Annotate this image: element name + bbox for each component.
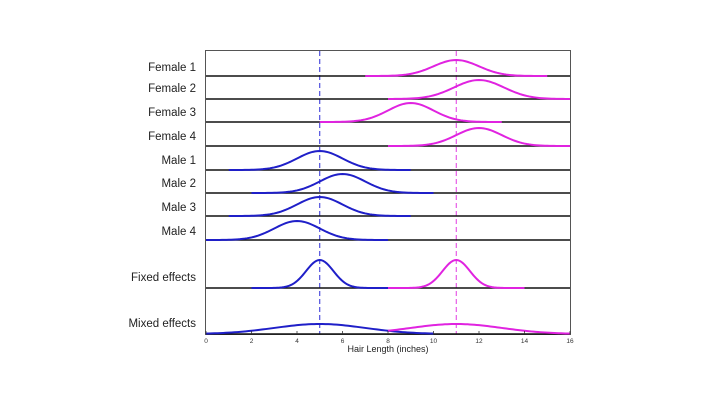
x-tick-label: 16 (566, 338, 574, 345)
row-label: Male 2 (161, 178, 196, 190)
reference-lines (319, 51, 457, 334)
chart-row: Male 3 (161, 195, 570, 217)
chart-row: Female 4 (148, 126, 570, 147)
x-tick-label: 14 (521, 338, 529, 345)
x-tick-label: 4 (295, 338, 299, 345)
x-axis: 0 2 4 6 8 10 12 14 16 (204, 331, 574, 345)
female-distribution-curve (388, 258, 525, 289)
chart-row: Female 3 (148, 101, 570, 123)
male-distribution-curve (205, 322, 434, 335)
female-distribution-curve (387, 78, 571, 100)
row-label: Female 2 (148, 83, 196, 95)
male-distribution-curve (251, 258, 388, 289)
female-distribution-curve (388, 126, 570, 147)
male-distribution-curve (206, 219, 388, 241)
chart-row: Female 1 (148, 58, 570, 77)
chart-row: Female 2 (148, 78, 571, 100)
female-distribution-curve (365, 58, 548, 77)
row-label: Female 4 (148, 131, 197, 143)
chart-row: Male 4 (161, 219, 570, 241)
x-axis-title: Hair Length (inches) (347, 344, 428, 354)
row-label: Female 3 (148, 107, 196, 119)
chart-row: Mixed effects (128, 318, 571, 335)
x-tick-label: 6 (341, 338, 345, 345)
chart-rows: Female 1 Female 2 Female 3 Female 4 Male 1 Ma… (128, 58, 571, 335)
x-tick-label: 2 (250, 338, 254, 345)
row-label: Mixed effects (128, 318, 196, 330)
x-tick-label: 10 (430, 338, 438, 345)
male-distribution-curve (251, 172, 434, 194)
row-label: Male 3 (161, 202, 196, 214)
row-label: Male 1 (161, 155, 196, 167)
female-distribution-curve (387, 322, 571, 335)
male-distribution-curve (228, 195, 411, 217)
chart-row: Male 1 (161, 149, 570, 171)
female-distribution-curve (319, 101, 502, 123)
chart-row: Fixed effects (131, 258, 570, 289)
x-tick-label: 8 (386, 338, 390, 345)
row-label: Female 1 (148, 62, 196, 74)
x-tick-label: 12 (475, 338, 483, 345)
row-label: Fixed effects (131, 272, 196, 284)
chart-row: Male 2 (161, 172, 570, 194)
male-distribution-curve (228, 149, 411, 171)
row-label: Male 4 (161, 226, 196, 238)
x-tick-label: 0 (204, 338, 208, 345)
